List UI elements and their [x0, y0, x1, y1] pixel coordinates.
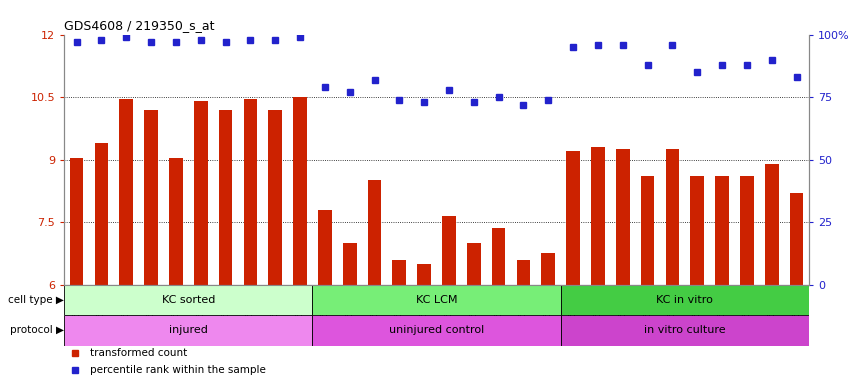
Bar — [517, 260, 530, 285]
Bar — [740, 176, 753, 285]
Bar — [716, 176, 728, 285]
Bar — [666, 149, 679, 285]
Text: KC LCM: KC LCM — [416, 295, 457, 305]
Bar — [641, 176, 654, 285]
Bar — [691, 176, 704, 285]
Bar — [368, 180, 381, 285]
Bar — [312, 285, 561, 315]
Bar — [294, 97, 306, 285]
Bar — [492, 228, 505, 285]
Text: injured: injured — [169, 326, 208, 336]
Bar — [64, 285, 312, 315]
Bar — [95, 143, 108, 285]
Text: in vitro culture: in vitro culture — [644, 326, 726, 336]
Bar — [542, 253, 555, 285]
Bar — [145, 109, 158, 285]
Bar — [393, 260, 406, 285]
Bar — [591, 147, 604, 285]
Text: transformed count: transformed count — [90, 348, 187, 358]
Bar — [418, 264, 431, 285]
Bar — [219, 109, 232, 285]
Bar — [194, 101, 207, 285]
Bar — [561, 315, 809, 346]
Bar — [318, 210, 331, 285]
Bar — [790, 193, 803, 285]
Bar — [312, 315, 561, 346]
Bar — [169, 157, 182, 285]
Bar — [616, 149, 629, 285]
Text: uninjured control: uninjured control — [389, 326, 484, 336]
Bar — [561, 285, 809, 315]
Bar — [765, 164, 778, 285]
Text: percentile rank within the sample: percentile rank within the sample — [90, 365, 266, 375]
Bar — [244, 99, 257, 285]
Text: protocol ▶: protocol ▶ — [9, 326, 63, 336]
Text: KC sorted: KC sorted — [162, 295, 215, 305]
Bar — [343, 243, 356, 285]
Bar — [443, 216, 455, 285]
Bar — [70, 157, 83, 285]
Bar — [120, 99, 133, 285]
Bar — [467, 243, 480, 285]
Text: KC in vitro: KC in vitro — [657, 295, 713, 305]
Text: cell type ▶: cell type ▶ — [8, 295, 63, 305]
Text: GDS4608 / 219350_s_at: GDS4608 / 219350_s_at — [64, 19, 215, 32]
Bar — [567, 151, 580, 285]
Bar — [64, 315, 312, 346]
Bar — [269, 109, 282, 285]
